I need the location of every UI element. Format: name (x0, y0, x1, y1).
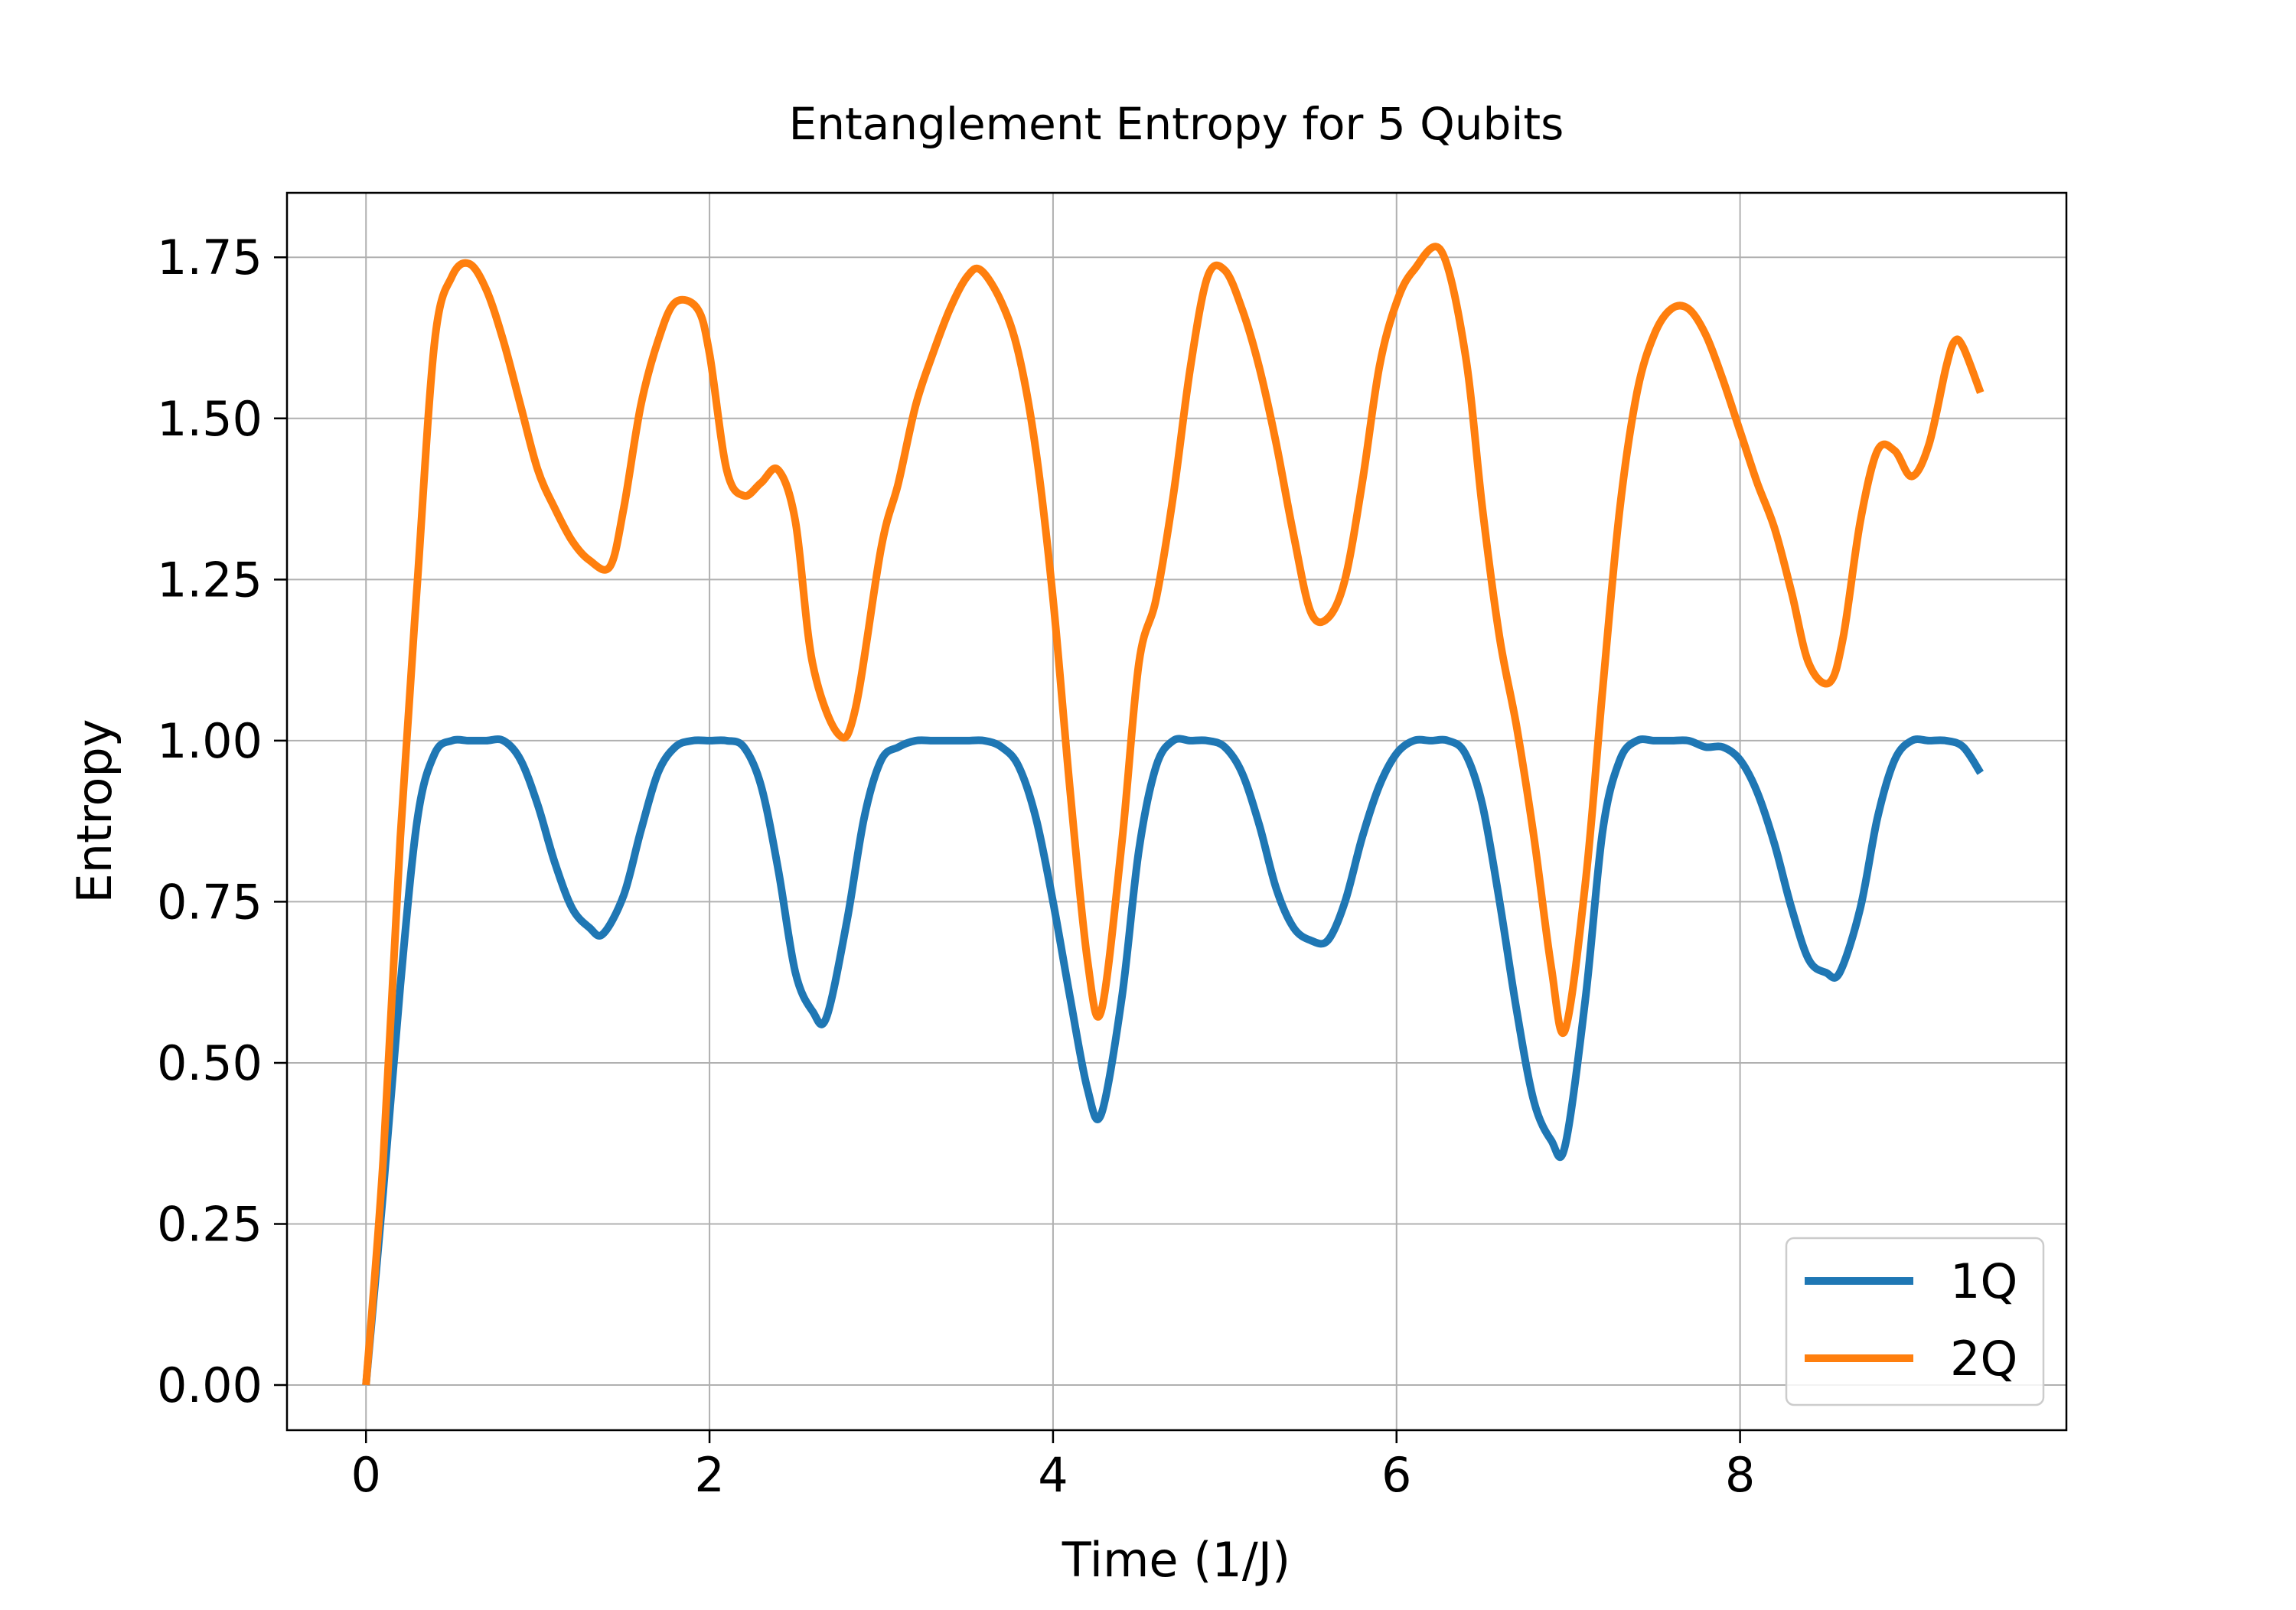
legend: 1Q 2Q (1785, 1237, 2045, 1406)
y-tick-label: 1.50 (157, 391, 263, 447)
y-tick-label: 0.25 (157, 1197, 263, 1253)
y-tick-label: 0.00 (157, 1357, 263, 1413)
x-tick-label: 4 (1038, 1447, 1068, 1503)
legend-label-2q: 2Q (1950, 1331, 2017, 1387)
x-tick-label: 8 (1725, 1447, 1755, 1503)
series-line-1q (362, 735, 1985, 1386)
y-tick-label: 1.75 (157, 230, 263, 285)
x-tick-label: 6 (1381, 1447, 1411, 1503)
x-axis-label: Time (1/J) (1062, 1532, 1290, 1588)
y-tick-label: 1.25 (157, 552, 263, 608)
x-tick-label: 2 (694, 1447, 724, 1503)
series-line-2q (362, 243, 1985, 1386)
y-tick-label: 1.00 (157, 713, 263, 769)
ticks: 0 2 4 6 8 0.00 0.25 0.50 0.75 1.00 1.25 1.50 1.75 (157, 230, 1755, 1503)
legend-label-1q: 1Q (1950, 1253, 2017, 1309)
series-lines (362, 243, 1985, 1386)
chart-title: Entanglement Entropy for 5 Qubits (789, 98, 1564, 150)
plot-frame (285, 191, 2068, 1432)
y-axis-label: Entropy (67, 719, 122, 904)
y-tick-label: 0.75 (157, 874, 263, 930)
x-tick-label: 0 (351, 1447, 381, 1503)
y-tick-label: 0.50 (157, 1035, 263, 1091)
